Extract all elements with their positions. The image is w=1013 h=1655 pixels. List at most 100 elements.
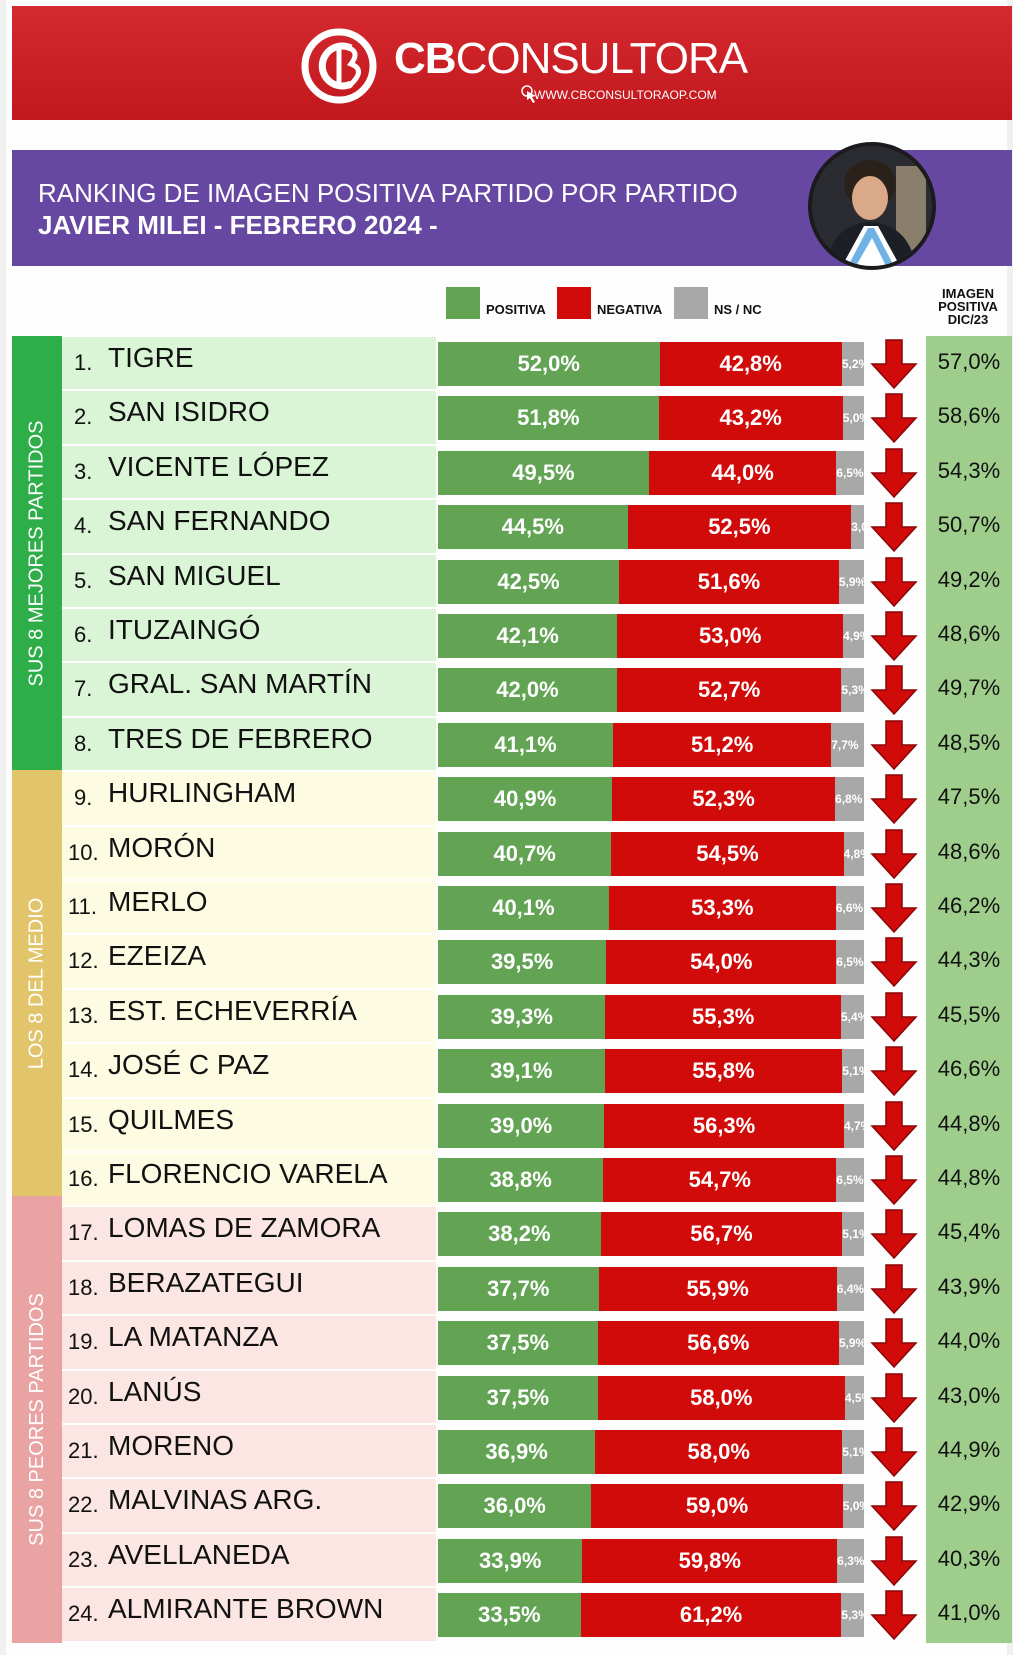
negative-bar: 52,3% <box>612 777 836 822</box>
down-arrow-icon <box>870 502 918 553</box>
municipality-name: MORENO <box>108 1430 234 1461</box>
previous-value: 49,2% <box>937 566 1001 592</box>
previous-value: 44,9% <box>937 1437 1001 1462</box>
legend-positive-swatch <box>446 287 480 319</box>
previous-value: 44,8% <box>937 1110 1001 1136</box>
negative-bar: 44,0% <box>648 450 837 495</box>
down-arrow-icon <box>870 1264 918 1314</box>
table-row <box>62 989 436 1043</box>
positive-bar: 42,5% <box>438 559 620 604</box>
table-row <box>62 1261 436 1315</box>
down-arrow-icon <box>870 611 918 662</box>
table-row <box>62 1153 436 1206</box>
down-arrow-icon <box>870 828 918 879</box>
previous-value: 49,7% <box>937 675 1001 701</box>
previous-value: 45,5% <box>937 1001 1001 1027</box>
table-row <box>62 500 436 553</box>
ns-bar: 5,1% <box>842 1212 864 1257</box>
previous-value: 41,0% <box>937 1600 1001 1626</box>
table-row <box>62 609 436 662</box>
legend-ns-swatch <box>674 287 708 319</box>
down-arrow-icon <box>870 720 918 770</box>
municipality-name: MORÓN <box>108 831 216 863</box>
down-arrow-icon <box>870 556 918 607</box>
ns-bar: 5,4% <box>840 994 864 1039</box>
municipality-name: BERAZATEGUI <box>108 1266 304 1298</box>
municipality-name: QUILMES <box>108 1103 235 1135</box>
rank-number: 21. <box>68 1438 99 1463</box>
negative-bar: 51,2% <box>613 722 832 767</box>
positive-bar: 37,5% <box>438 1321 598 1366</box>
municipality-name: MERLO <box>108 886 208 917</box>
rank-number: 19. <box>68 1329 99 1355</box>
group-band-best: SUS 8 MEJORES PARTIDOS <box>12 336 62 770</box>
avatar <box>808 142 936 270</box>
cursor-click-icon <box>521 85 536 103</box>
ns-bar: 5,1% <box>842 1430 864 1474</box>
rank-number: 13. <box>68 1002 99 1028</box>
negative-bar: 55,9% <box>598 1266 837 1311</box>
ns-bar: 4,5% <box>844 1375 864 1420</box>
down-arrow-icon <box>870 1427 918 1478</box>
previous-value: 44,3% <box>937 947 1001 973</box>
negative-bar: 56,3% <box>604 1103 844 1148</box>
brand-url[interactable]: WWW.CBCONSULTORAOP.COM <box>534 88 717 102</box>
previous-value: 57,0% <box>937 349 1001 374</box>
ns-bar: 4,8% <box>843 831 864 876</box>
negative-bar: 55,3% <box>605 994 841 1039</box>
down-arrow-icon <box>870 339 918 390</box>
ns-bar: 5,0% <box>842 1484 864 1529</box>
rank-number: 17. <box>68 1220 99 1246</box>
legend-ns-label: NS / NC <box>714 302 762 317</box>
rank-number: 18. <box>68 1274 99 1300</box>
municipality-name: SAN FERNANDO <box>108 505 331 537</box>
rank-number: 20. <box>68 1383 99 1409</box>
positive-bar: 36,9% <box>438 1430 596 1474</box>
municipality-name: TIGRE <box>108 342 194 373</box>
positive-bar: 39,1% <box>438 1049 605 1094</box>
previous-value: 46,2% <box>937 893 1001 918</box>
brand-name-rest: CONSULTORA <box>455 34 749 83</box>
previous-value: 40,3% <box>937 1545 1001 1571</box>
down-arrow-icon <box>870 393 918 444</box>
table-row <box>62 935 436 988</box>
table-row <box>62 1207 436 1260</box>
previous-value: 50,7% <box>937 512 1001 538</box>
down-arrow-icon <box>870 1155 918 1206</box>
table-row <box>62 337 436 390</box>
previous-header-line: DIC/23 <box>947 312 989 327</box>
ns-bar: 4,7% <box>843 1103 864 1148</box>
rank-number: 14. <box>68 1057 99 1083</box>
previous-column-bg <box>926 336 1012 1643</box>
down-arrow-icon <box>870 1318 918 1369</box>
negative-bar: 58,0% <box>595 1430 843 1474</box>
municipality-name: LOMAS DE ZAMORA <box>108 1212 381 1244</box>
municipality-name: LA MATANZA <box>108 1321 279 1353</box>
negative-bar: 54,0% <box>606 940 837 985</box>
rank-number: 24. <box>68 1601 99 1627</box>
negative-bar: 52,7% <box>616 668 842 713</box>
down-arrow-icon <box>870 1590 918 1641</box>
ns-bar: 5,3% <box>841 1593 864 1638</box>
ns-bar: 6,6% <box>835 886 864 930</box>
positive-bar: 39,0% <box>438 1103 605 1148</box>
table-row <box>62 1588 436 1641</box>
brand-name-bold: CB <box>394 34 457 83</box>
ns-bar: 4,9% <box>843 614 864 658</box>
rank-number: 7. <box>74 676 93 702</box>
positive-bar: 40,7% <box>438 831 612 876</box>
previous-value: 46,6% <box>937 1056 1001 1082</box>
positive-bar: 33,9% <box>438 1538 583 1583</box>
rank-number: 12. <box>68 948 99 974</box>
down-arrow-icon <box>870 774 918 825</box>
municipality-name: AVELLANEDA <box>108 1538 290 1570</box>
rank-number: 3. <box>74 458 93 484</box>
ns-bar: 6,3% <box>837 1538 864 1583</box>
down-arrow-icon <box>870 883 918 934</box>
rank-number: 23. <box>68 1546 99 1572</box>
ns-bar: 6,8% <box>835 777 864 822</box>
positive-bar: 36,0% <box>438 1484 592 1529</box>
down-arrow-icon <box>870 1046 918 1097</box>
table-row <box>62 1098 436 1151</box>
